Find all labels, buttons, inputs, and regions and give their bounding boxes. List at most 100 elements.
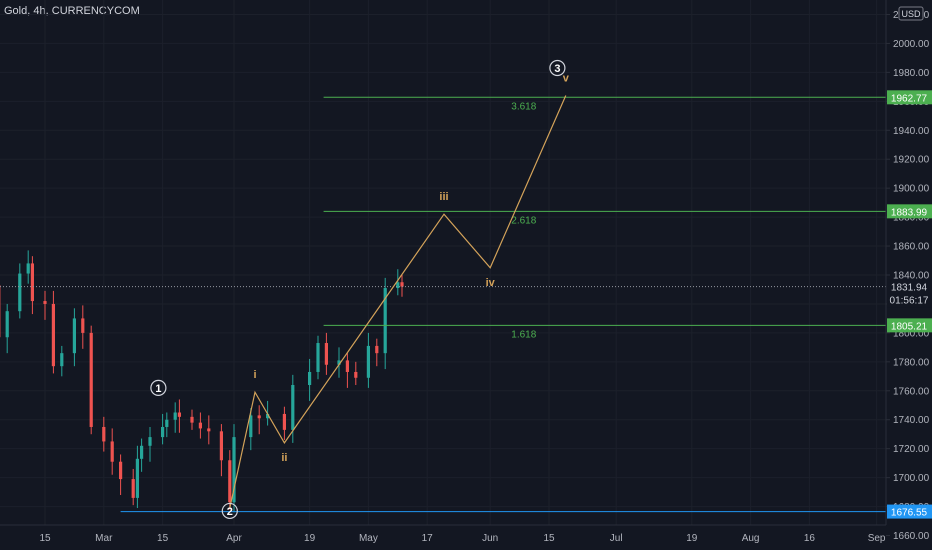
- fib-price-tag-text: 1962.77: [891, 93, 928, 104]
- y-tick-label: 1720.00: [893, 444, 930, 455]
- candle-body: [291, 385, 295, 430]
- candle-body: [177, 412, 181, 417]
- candle-body: [308, 371, 312, 385]
- candle-body: [249, 415, 253, 438]
- y-tick-label: 1900.00: [893, 184, 930, 195]
- major-wave-3: 3: [549, 59, 566, 77]
- fib-price-tag-bg: [887, 90, 932, 105]
- y-tick-label: 1800.00: [893, 328, 930, 339]
- candle-body: [110, 441, 114, 462]
- x-tick-label: Aug: [742, 533, 760, 544]
- candle-body: [60, 353, 64, 367]
- wave-label-ii: ii: [281, 452, 287, 464]
- candle-body: [165, 419, 169, 427]
- x-tick-label: 15: [543, 533, 555, 544]
- candle-body: [396, 282, 400, 289]
- major-wave-label: 2: [227, 506, 233, 518]
- header-separator: ,: [27, 5, 34, 17]
- fib-price-tag-bg: [887, 204, 932, 219]
- currency-label: USD: [901, 9, 921, 19]
- wave-label-iv: iv: [486, 277, 496, 289]
- candle-body: [190, 416, 194, 423]
- current-price-tag-text: 01:56:17: [890, 296, 929, 307]
- candle-body: [337, 360, 341, 365]
- major-wave-label: 1: [155, 383, 161, 395]
- candle-body: [148, 437, 152, 446]
- candle-body: [30, 263, 34, 302]
- candles: [0, 250, 404, 513]
- y-tick-label: 1980.00: [893, 68, 930, 79]
- candle-body: [198, 422, 202, 429]
- candle-body: [266, 413, 270, 419]
- wave-label-i: i: [253, 369, 256, 381]
- y-tick-label: 1940.00: [893, 126, 930, 137]
- major-wave-label: 3: [554, 63, 560, 75]
- x-tick-label: 19: [304, 533, 316, 544]
- major-wave-2: 2: [221, 502, 238, 520]
- wave-path: [229, 95, 567, 509]
- candle-body: [354, 371, 358, 378]
- candle-body: [18, 273, 22, 312]
- candle-body: [135, 458, 139, 498]
- y-tick-label: 2000.00: [893, 39, 930, 50]
- currency-badge[interactable]: USD: [898, 6, 924, 21]
- fib-ratio-label: 2.618: [511, 215, 536, 226]
- candle-body: [366, 345, 370, 378]
- y-tick-label: 1660.00: [893, 531, 930, 542]
- x-tick-label: 19: [686, 533, 698, 544]
- candle-body: [228, 460, 232, 503]
- candle-body: [219, 431, 223, 461]
- fib-price-tag-bg: [887, 318, 932, 333]
- major-wave-circle: [221, 502, 238, 520]
- candle-body: [161, 426, 165, 438]
- candle-body: [207, 428, 211, 432]
- x-tick-label: 16: [804, 533, 816, 544]
- candle-body: [81, 318, 85, 333]
- candle-body: [140, 445, 144, 459]
- y-tick-label: 1920.00: [893, 155, 930, 166]
- fib-price-tag-text: 1883.99: [891, 207, 928, 218]
- y-tick-label: 1780.00: [893, 357, 930, 368]
- candle-body: [257, 415, 261, 419]
- price-tags: 1805.21 1883.99 1962.77 1676.55 1831.94 01:56…: [887, 90, 932, 519]
- support-price-tag-bg: [887, 504, 932, 519]
- support-price-tag-text: 1676.55: [891, 508, 928, 519]
- wave-label-iii: iii: [439, 191, 448, 203]
- major-wave-circle: [549, 59, 566, 77]
- candle-body: [173, 412, 177, 420]
- major-wave-1: 1: [150, 379, 167, 396]
- x-tick-label: 17: [422, 533, 434, 544]
- time-axis[interactable]: [0, 525, 886, 550]
- y-tick-label: 1700.00: [893, 473, 930, 484]
- x-tick-label: Jul: [610, 533, 623, 544]
- x-tick-label: Apr: [226, 533, 242, 544]
- candle-body: [51, 303, 55, 367]
- fib-ratio-label: 1.618: [511, 329, 536, 340]
- current-price-tag-bg: [887, 279, 932, 308]
- candle-body: [375, 345, 379, 354]
- wave-label-v: v: [563, 73, 570, 85]
- x-tick-label: 15: [157, 533, 169, 544]
- current-price-tag-text: 1831.94: [891, 283, 928, 294]
- y-tick-label: 1840.00: [893, 271, 930, 282]
- x-tick-label: 15: [39, 533, 51, 544]
- major-wave-circle: [150, 379, 167, 396]
- candle-body: [89, 332, 93, 427]
- candle-body: [400, 282, 404, 287]
- price-lines: 1.618 2.618 3.618: [0, 96, 886, 513]
- candle-body: [282, 413, 286, 430]
- candle-body: [119, 461, 123, 480]
- grid: [0, 0, 886, 536]
- x-tick-label: Sep: [868, 533, 886, 544]
- x-tick-label: May: [359, 533, 378, 544]
- candle-body: [102, 426, 106, 442]
- candle-body: [232, 437, 236, 503]
- candle-body: [345, 360, 349, 372]
- candle-body: [324, 343, 328, 365]
- x-tick-label: Jun: [482, 533, 498, 544]
- candle-body: [43, 301, 47, 304]
- y-tick-label: 1760.00: [893, 386, 930, 397]
- time-axis-labels: 15 Mar 15 Apr 19 May 17 Jun 15 Jul 19 Aug 16 Sep: [39, 533, 885, 544]
